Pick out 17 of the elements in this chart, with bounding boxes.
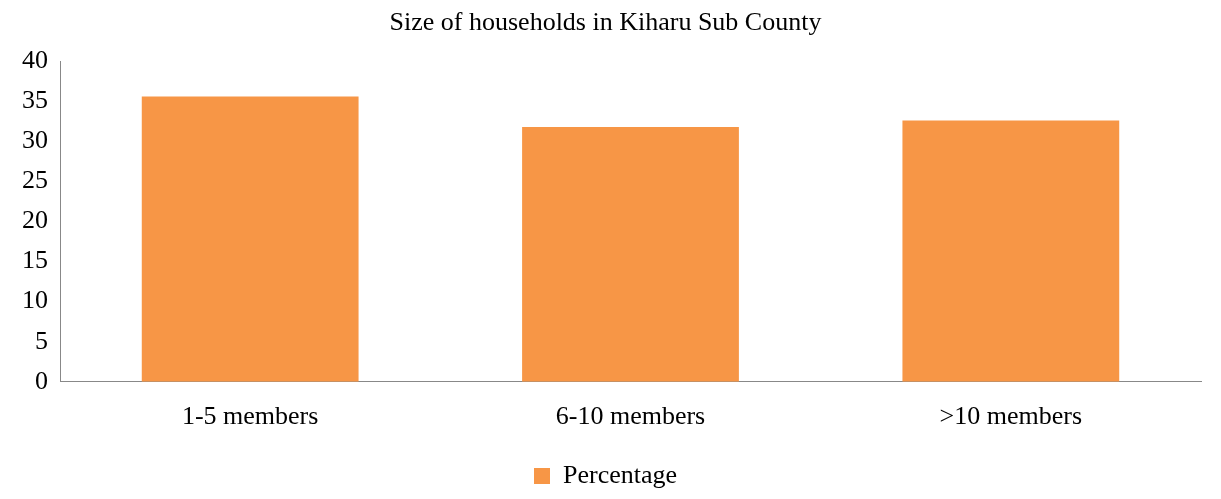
y-tick-label: 30 bbox=[22, 125, 48, 155]
legend-label: Percentage bbox=[562, 459, 678, 489]
bar bbox=[522, 126, 739, 382]
x-tick-label: 6-10 members bbox=[555, 401, 706, 431]
bar bbox=[141, 96, 359, 382]
y-tick-label: 40 bbox=[22, 45, 48, 75]
y-tick-label: 5 bbox=[35, 325, 48, 355]
y-tick-label: 25 bbox=[22, 165, 48, 195]
bar bbox=[902, 120, 1120, 382]
x-tick-label: 1-5 members bbox=[181, 401, 319, 431]
y-tick-label: 35 bbox=[22, 85, 48, 115]
y-tick-label: 20 bbox=[22, 205, 48, 235]
y-tick-label: 0 bbox=[35, 365, 48, 395]
y-tick-label: 10 bbox=[22, 285, 48, 315]
y-tick-label: 15 bbox=[22, 245, 48, 275]
chart-title: Size of households in Kiharu Sub County bbox=[389, 7, 822, 37]
x-tick-label: >10 members bbox=[939, 401, 1083, 431]
